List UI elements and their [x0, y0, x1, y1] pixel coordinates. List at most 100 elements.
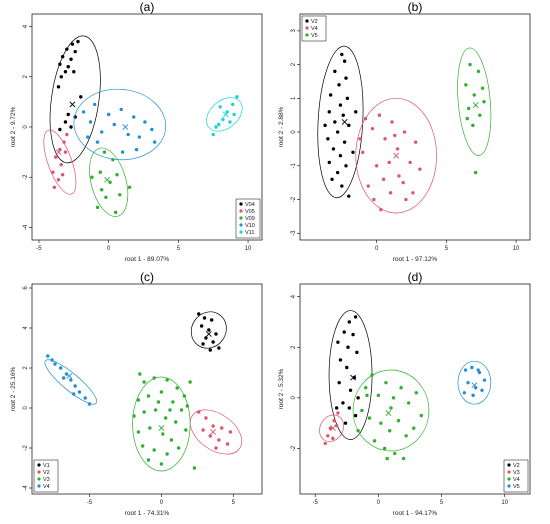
y-tick-label: 2 — [291, 62, 297, 66]
y-tick-label: 4 — [23, 326, 29, 330]
series-v2-point — [347, 320, 351, 324]
series-v09-point — [113, 210, 118, 215]
series-v3-point — [188, 380, 192, 384]
series-v4-point — [71, 392, 76, 396]
series-v2-point — [333, 120, 337, 124]
series-v11-point — [231, 102, 235, 107]
series-v4-point — [358, 137, 362, 141]
series-v10-point — [152, 140, 157, 144]
legend-label-v04: V04 — [245, 202, 255, 208]
x-tick-label: 0 — [375, 246, 379, 252]
series-v5-point — [463, 368, 468, 372]
x-tick-label: 5 — [445, 246, 449, 252]
series-v4-point — [402, 130, 407, 134]
legend-swatch-v2 — [305, 19, 309, 23]
series-v09-point — [118, 193, 122, 197]
series-v4-point — [388, 191, 393, 195]
series-v3-point — [153, 408, 158, 412]
series-v10-point — [143, 120, 147, 124]
series-v4-point — [53, 362, 57, 366]
legend-swatch-v05 — [239, 209, 243, 213]
series-v2-point — [347, 406, 351, 410]
series-v4-point — [384, 380, 388, 385]
series-v09-point — [102, 150, 107, 154]
series-v11-point — [217, 122, 221, 127]
series-v2-point — [356, 396, 360, 400]
y-axis-label: root 2 - 25.16% — [10, 367, 17, 412]
series-v1-point — [209, 318, 214, 322]
series-v5-point — [472, 93, 476, 97]
series-v2-point — [208, 434, 212, 438]
series-v2-point — [225, 442, 230, 446]
data-marks — [43, 35, 243, 217]
series-v4-point — [404, 434, 408, 438]
legend-swatch-v3 — [37, 477, 41, 481]
y-tick-label: 0 — [23, 406, 29, 410]
series-v10-point — [132, 115, 136, 119]
series-v1-point — [208, 348, 212, 352]
series-v2-point — [204, 416, 208, 420]
x-axis-label: root 1 - 97.12% — [393, 256, 438, 263]
series-v3-point — [165, 378, 169, 382]
series-v2-point — [355, 350, 359, 355]
panel-a: (a) -5 0 5 10 -4 -2 0 2 4 root 1 - 89.07% root 2 - … — [10, 0, 263, 263]
plot-frame — [299, 283, 531, 495]
x-axis-label: root 1 - 89.07% — [125, 256, 170, 263]
y-tick-label: 4 — [291, 294, 297, 298]
series-v1-point — [204, 336, 208, 340]
series-v2-point — [326, 137, 330, 141]
series-v3-point — [179, 408, 184, 412]
series-v2-point — [214, 446, 218, 450]
series-v2-point — [228, 430, 233, 434]
series-v3-point — [142, 410, 146, 414]
series-v05-ellipse — [43, 129, 77, 195]
legend-swatch-v5 — [305, 33, 309, 37]
series-v5-point — [480, 86, 485, 90]
series-v4-point — [401, 180, 405, 185]
legend-swatch-v3 — [507, 470, 511, 474]
series-v3-point — [176, 446, 181, 450]
series-v2-point — [342, 140, 347, 144]
legend-label-v2: V2 — [311, 19, 318, 25]
series-v2-point — [346, 345, 350, 349]
series-v2-point — [335, 130, 340, 134]
series-v3-point — [152, 376, 156, 380]
panel-d: (d) -5 0 5 10 -2 0 2 4 root 1 - 94.17% root 2 - 5.… — [278, 270, 531, 517]
series-v04-point — [69, 57, 73, 61]
series-v05-point — [60, 173, 65, 177]
series-v2-point — [348, 388, 353, 392]
series-v4-point — [413, 140, 418, 144]
series-v4-point — [408, 160, 412, 165]
series-v4-point — [59, 366, 63, 370]
series-v2-point — [328, 93, 333, 97]
series-v4-point — [406, 401, 411, 405]
legend-label-v10: V10 — [245, 223, 255, 229]
series-v2-point — [345, 365, 349, 370]
series-v5-point — [466, 106, 471, 111]
series-v4-point — [61, 376, 66, 380]
series-v4-centroid — [385, 410, 392, 416]
series-v1-point — [201, 342, 205, 346]
y-tick-label: 4 — [23, 24, 29, 28]
series-v3-point — [165, 452, 169, 456]
series-v04-ellipse — [49, 35, 101, 164]
x-tick-label: -5 — [312, 500, 318, 506]
series-v4-point — [381, 177, 386, 181]
x-tick-label: 0 — [377, 500, 381, 506]
series-v09-point — [104, 195, 108, 200]
series-v4-point — [376, 393, 381, 398]
series-v04-point — [63, 120, 68, 124]
legend-label-v3: V3 — [43, 477, 50, 483]
series-v04-centroid — [69, 101, 76, 108]
series-v5-point — [471, 123, 475, 128]
series-v04-point — [79, 95, 83, 99]
series-v4-point — [419, 413, 424, 418]
legend-swatch-v5 — [507, 484, 511, 488]
series-v5-centroid — [472, 102, 479, 108]
legend-label-v4: V4 — [513, 477, 520, 483]
series-v5-point — [480, 388, 484, 392]
series-v2-point — [220, 426, 224, 430]
series-v4-point — [393, 133, 397, 138]
series-v11-point — [232, 112, 236, 117]
legend-label-v2: V2 — [43, 470, 50, 476]
